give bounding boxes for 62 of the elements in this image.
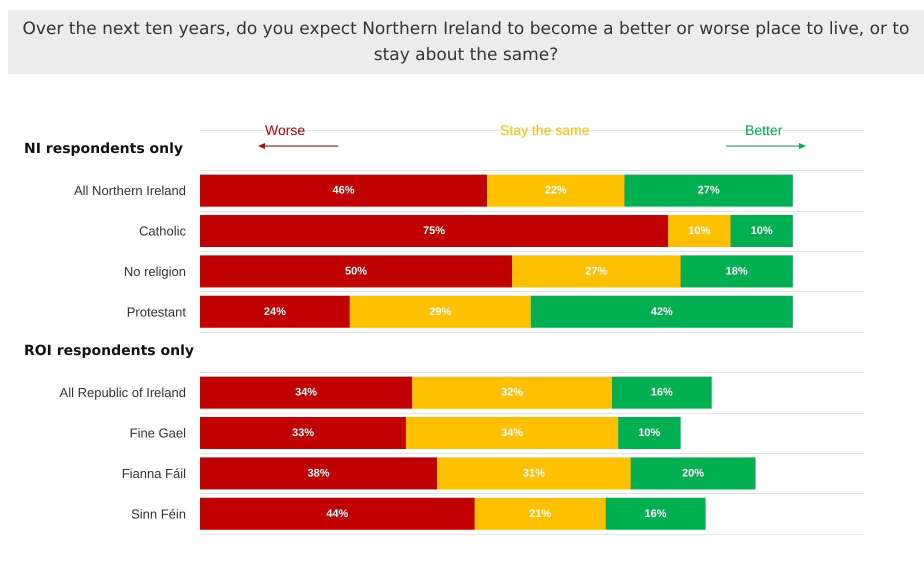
data-label: 10% bbox=[750, 225, 773, 237]
bar bbox=[412, 376, 612, 409]
y-tick-label: All Republic of Ireland bbox=[60, 385, 186, 400]
y-tick-label: All Northern Ireland bbox=[74, 183, 186, 198]
bar bbox=[350, 296, 531, 328]
y-tick-label: No religion bbox=[124, 264, 186, 279]
bar bbox=[200, 215, 668, 247]
bar bbox=[618, 417, 681, 449]
bar bbox=[630, 457, 756, 490]
bar bbox=[200, 376, 412, 409]
text: Worse bbox=[265, 122, 306, 138]
bar bbox=[530, 296, 793, 328]
data-label: 27% bbox=[698, 184, 720, 197]
bar bbox=[487, 174, 624, 207]
bar bbox=[200, 417, 406, 449]
text: Stay the same bbox=[500, 122, 590, 138]
bar bbox=[437, 457, 631, 490]
data-label: 22% bbox=[544, 184, 567, 197]
y-tick-label: Catholic bbox=[139, 224, 186, 238]
data-label: 33% bbox=[292, 427, 314, 439]
data-label: 29% bbox=[429, 306, 452, 318]
data-label: 34% bbox=[295, 386, 318, 399]
data-label: 38% bbox=[308, 467, 330, 480]
y-tick-label: Fine Gael bbox=[130, 426, 186, 440]
data-label: 34% bbox=[501, 427, 524, 439]
bar bbox=[200, 457, 438, 490]
bar bbox=[730, 215, 793, 247]
data-label: 16% bbox=[644, 508, 667, 520]
bar bbox=[200, 255, 512, 288]
chart-title: Over the next ten years, do you expect Northern Ireland to become a better or worse place to live, or to stay about the same? bbox=[8, 10, 924, 74]
y-tick-label: Fianna Fáil bbox=[122, 466, 186, 481]
data-label: 10% bbox=[638, 427, 661, 439]
bar bbox=[406, 417, 618, 449]
text: Better bbox=[745, 122, 783, 138]
data-label: 24% bbox=[264, 306, 286, 318]
bar bbox=[668, 215, 730, 247]
text: ROI respondents only bbox=[24, 343, 194, 360]
data-label: 50% bbox=[345, 265, 368, 278]
data-label: 16% bbox=[650, 386, 674, 399]
data-label: 21% bbox=[529, 508, 552, 520]
data-label: 31% bbox=[522, 467, 546, 480]
y-tick-label: Protestant bbox=[126, 304, 186, 320]
bar bbox=[200, 296, 350, 328]
data-label: 10% bbox=[688, 225, 710, 237]
data-label: 42% bbox=[650, 306, 674, 318]
bar bbox=[680, 255, 793, 288]
bar bbox=[200, 174, 488, 207]
data-label: 46% bbox=[332, 184, 355, 197]
data-label: 75% bbox=[423, 225, 446, 237]
data-label: 44% bbox=[326, 508, 349, 520]
data-label: 18% bbox=[726, 265, 748, 278]
data-label: 32% bbox=[501, 386, 524, 399]
bar bbox=[200, 498, 475, 530]
bar bbox=[606, 498, 706, 530]
data-label: 27% bbox=[585, 265, 608, 278]
text: NI respondents only bbox=[24, 141, 184, 158]
y-tick-label: Sinn Féin bbox=[131, 506, 186, 522]
data-label: 20% bbox=[682, 467, 704, 480]
bar bbox=[624, 174, 793, 207]
bar bbox=[512, 255, 681, 288]
bar bbox=[474, 498, 606, 530]
bar bbox=[612, 376, 712, 409]
